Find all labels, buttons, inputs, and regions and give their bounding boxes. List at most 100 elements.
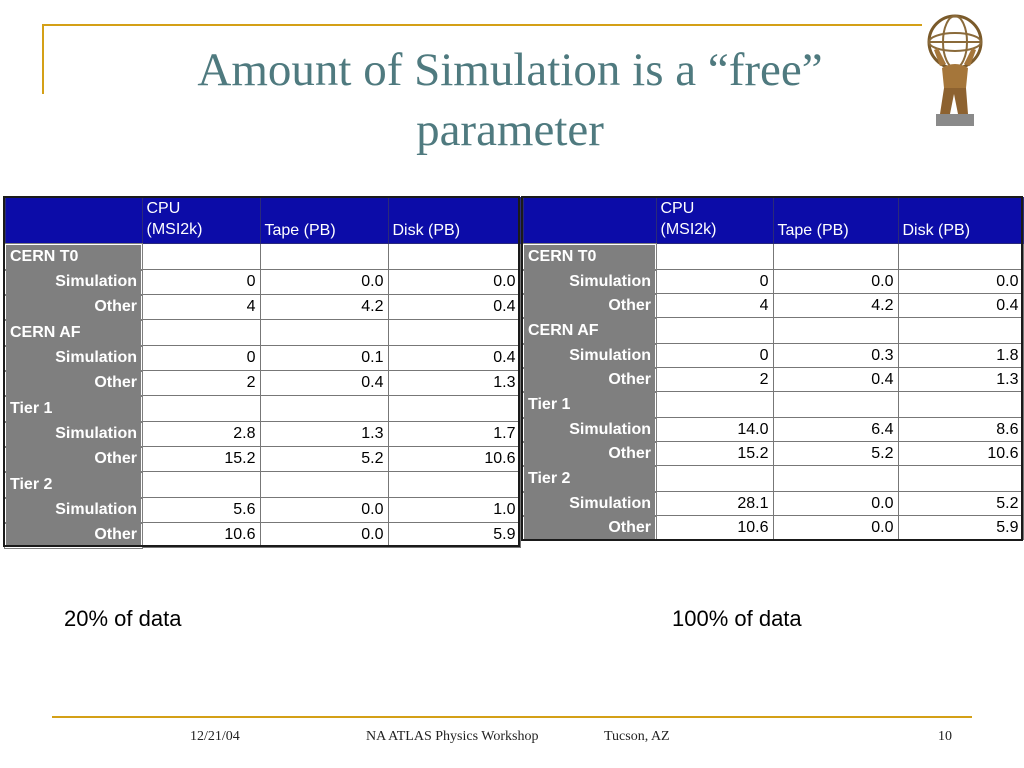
table-row: Other 2 0.4 1.3	[4, 369, 521, 397]
footer-event: NA ATLAS Physics Workshop	[366, 729, 539, 744]
table-row: Other 4 4.2 0.4	[4, 293, 521, 321]
table-header-row: CPU (MSI2k) Tape (PB) Disk (PB)	[522, 197, 1024, 244]
footer-date: 12/21/04	[190, 729, 240, 744]
empty-cell	[772, 243, 899, 270]
disk-value: 0.0	[387, 269, 521, 295]
cpu-value: 0	[655, 269, 774, 294]
header-cpu-line-1: CPU	[146, 200, 181, 217]
slide-title-line-2: parameter	[416, 104, 604, 156]
header-corner-cell	[522, 197, 657, 244]
section-row: CERN AF	[4, 318, 521, 347]
tape-value: 5.2	[772, 441, 899, 466]
tape-value: 4.2	[772, 293, 899, 318]
slide-title: Amount of Simulation is a “free” paramet…	[100, 40, 920, 160]
tape-value: 0.0	[259, 269, 389, 295]
tape-value: 0.0	[259, 497, 389, 523]
section-label: CERN AF	[522, 316, 657, 345]
empty-cell	[897, 243, 1024, 270]
table-row: Simulation 28.1 0.0 5.2	[522, 490, 1024, 517]
row-label: Simulation	[522, 342, 657, 369]
slide-title-line-1: Amount of Simulation is a “free”	[197, 44, 823, 96]
disk-value: 1.7	[387, 421, 521, 447]
empty-cell	[387, 243, 521, 270]
row-label: Simulation	[522, 268, 657, 295]
table-row: Other 2 0.4 1.3	[522, 366, 1024, 393]
tape-value: 0.0	[772, 269, 899, 294]
header-cpu-line-2: (MSI2k)	[146, 221, 203, 238]
disk-value: 5.9	[387, 522, 521, 548]
tape-value: 5.2	[259, 446, 389, 472]
cpu-value: 2.8	[141, 421, 261, 447]
table-row: Other 15.2 5.2 10.6	[4, 445, 521, 473]
tape-value: 0.1	[259, 345, 389, 371]
row-label: Simulation	[4, 268, 143, 296]
header-corner-cell	[4, 197, 143, 244]
disk-value: 0.0	[897, 269, 1024, 294]
tape-value: 0.4	[259, 370, 389, 396]
header-cpu-line-2: (MSI2k)	[660, 221, 717, 238]
empty-cell	[259, 395, 389, 422]
cpu-value: 14.0	[655, 417, 774, 442]
section-row: Tier 1	[522, 390, 1024, 419]
section-label: CERN T0	[522, 242, 657, 271]
section-row: Tier 1	[4, 394, 521, 423]
tape-value: 0.0	[772, 491, 899, 516]
cpu-value: 4	[141, 294, 261, 320]
caption-20-percent: 20% of data	[64, 606, 182, 631]
cpu-value: 0	[141, 345, 261, 371]
header-accent-line	[42, 26, 44, 94]
table-row: Other 10.6 0.0 5.9	[522, 514, 1024, 541]
table-20-percent: CPU (MSI2k) Tape (PB) Disk (PB) CERN T0 Simul…	[4, 197, 521, 549]
table-header-row: CPU (MSI2k) Tape (PB) Disk (PB)	[4, 197, 521, 244]
disk-value: 8.6	[897, 417, 1024, 442]
empty-cell	[655, 317, 774, 344]
empty-cell	[897, 317, 1024, 344]
section-label: Tier 2	[522, 464, 657, 493]
table-row: Other 10.6 0.0 5.9	[4, 521, 521, 549]
section-row: Tier 2	[522, 464, 1024, 493]
table-row: Simulation 2.8 1.3 1.7	[4, 420, 521, 448]
row-label: Other	[4, 445, 143, 473]
footer-rule	[52, 716, 972, 718]
row-label: Other	[4, 521, 143, 549]
disk-value: 5.9	[897, 515, 1024, 540]
table-100-percent: CPU (MSI2k) Tape (PB) Disk (PB) CERN T0 Simul…	[522, 197, 1024, 541]
section-label: Tier 1	[522, 390, 657, 419]
empty-cell	[772, 465, 899, 492]
row-label: Simulation	[4, 344, 143, 372]
section-label: Tier 2	[4, 470, 143, 499]
atlas-statue-icon	[927, 14, 983, 126]
empty-cell	[897, 465, 1024, 492]
row-label: Other	[522, 292, 657, 319]
disk-value: 10.6	[897, 441, 1024, 466]
header-cpu-line-1: CPU	[660, 200, 695, 217]
empty-cell	[655, 243, 774, 270]
section-label: CERN AF	[4, 318, 143, 347]
tape-value: 4.2	[259, 294, 389, 320]
empty-cell	[772, 317, 899, 344]
footer-page-number: 10	[938, 729, 952, 744]
section-label: CERN T0	[4, 242, 143, 271]
row-label: Other	[4, 293, 143, 321]
empty-cell	[655, 391, 774, 418]
row-label: Simulation	[522, 416, 657, 443]
disk-value: 1.0	[387, 497, 521, 523]
disk-value: 0.4	[387, 345, 521, 371]
row-label: Other	[522, 366, 657, 393]
tape-value: 0.0	[259, 522, 389, 548]
table-row: Other 4 4.2 0.4	[522, 292, 1024, 319]
empty-cell	[655, 465, 774, 492]
table-row: Simulation 0 0.3 1.8	[522, 342, 1024, 369]
cpu-value: 0	[141, 269, 261, 295]
cpu-value: 10.6	[141, 522, 261, 548]
disk-value: 1.8	[897, 343, 1024, 368]
tape-value: 0.0	[772, 515, 899, 540]
row-label: Simulation	[4, 496, 143, 524]
cpu-value: 15.2	[141, 446, 261, 472]
table-row: Simulation 0 0.1 0.4	[4, 344, 521, 372]
cpu-value: 2	[141, 370, 261, 396]
row-label: Other	[522, 514, 657, 541]
table-row: Simulation 0 0.0 0.0	[522, 268, 1024, 295]
row-label: Other	[522, 440, 657, 467]
empty-cell	[897, 391, 1024, 418]
